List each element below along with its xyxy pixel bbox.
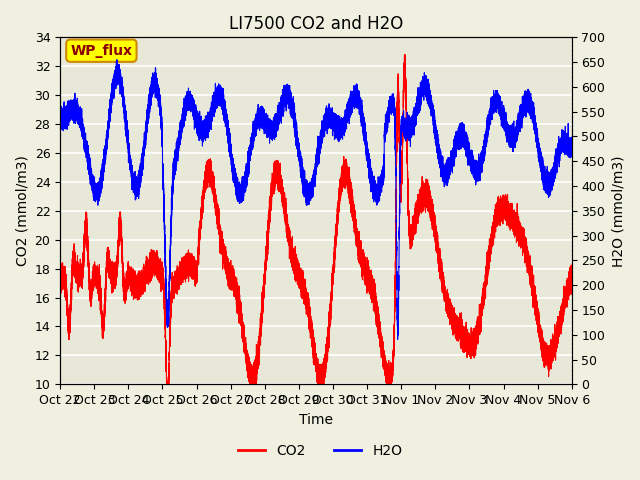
Title: LI7500 CO2 and H2O: LI7500 CO2 and H2O [229, 15, 403, 33]
Legend: CO2, H2O: CO2, H2O [232, 438, 408, 464]
Y-axis label: H2O (mmol/m3): H2O (mmol/m3) [611, 155, 625, 266]
Text: WP_flux: WP_flux [70, 44, 132, 58]
X-axis label: Time: Time [299, 413, 333, 427]
Y-axis label: CO2 (mmol/m3): CO2 (mmol/m3) [15, 156, 29, 266]
